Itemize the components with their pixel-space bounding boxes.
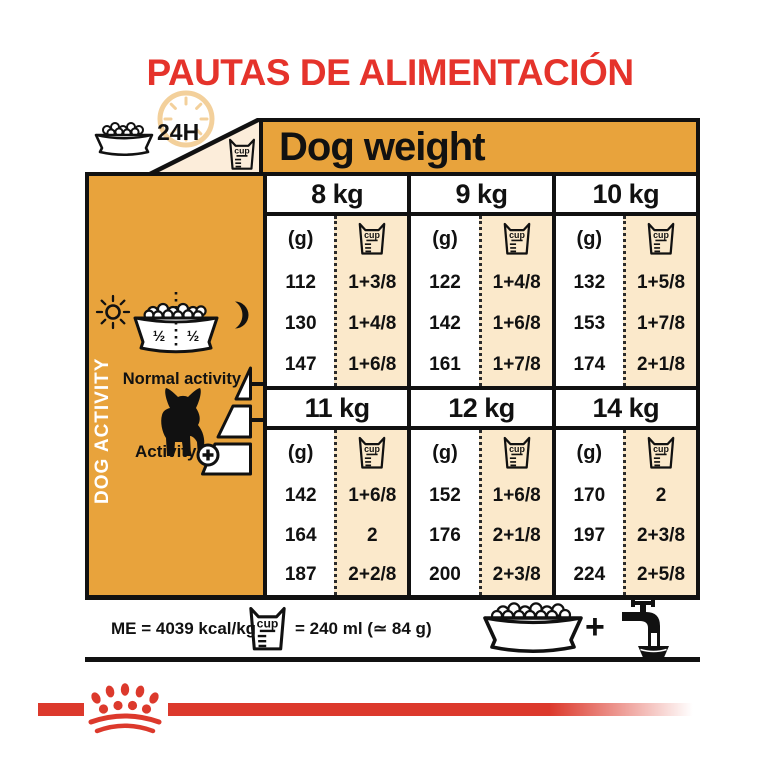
clock-icon: [157, 90, 215, 148]
cup-equivalence-label: = 240 ml (≃ 84 g): [295, 618, 432, 638]
dog-activity-sidebar: DOG ACTIVITY ½: [85, 176, 263, 595]
grams-label: (g): [576, 227, 603, 250]
daily-ration-label: 24H: [157, 119, 200, 145]
grams-value: 122: [429, 271, 461, 293]
weight-section-2: 11 kg 12 kg 14 kg (g) 142 164 187: [267, 390, 696, 595]
normal-activity-label: Normal activity: [122, 370, 241, 388]
cup-icon: [502, 436, 532, 470]
dog-weight-label: Dog weight: [279, 125, 486, 169]
moon-icon: [235, 301, 249, 329]
dog-silhouette-icon: [161, 388, 206, 456]
column-10kg: (g) 132 153 174 1+5/8 1+7/8 2+1/8: [556, 216, 696, 386]
royal-canin-crown-logo: [88, 683, 162, 734]
grams-value: 176: [429, 524, 461, 546]
cups-value: 1+6/8: [492, 312, 541, 334]
ramp-tick: [252, 418, 266, 422]
cups-value: 1+7/8: [492, 354, 541, 376]
cups-value: 2+5/8: [636, 564, 686, 586]
cup-icon: [227, 138, 257, 171]
cups-value: 1+4/8: [492, 271, 541, 293]
grams-label: (g): [576, 441, 603, 464]
weight-header: 10 kg: [592, 178, 660, 209]
cups-value: 1+4/8: [348, 312, 397, 334]
cups-value: 1+6/8: [348, 354, 397, 376]
metabolizable-energy-label: ME = 4039 kcal/kg: [111, 618, 257, 638]
page-title: PAUTAS DE ALIMENTACIÓN: [146, 52, 634, 93]
grams-value: 142: [284, 484, 317, 506]
cups-value: 1+5/8: [636, 271, 686, 293]
grams-value: 152: [429, 484, 461, 506]
cup-icon: [502, 222, 532, 256]
grams-label: (g): [287, 227, 314, 250]
brand-stripe-left: [38, 703, 84, 716]
grams-value: 161: [429, 354, 461, 376]
grams-value: 130: [284, 312, 317, 334]
grams-value: 112: [285, 271, 316, 293]
column-14kg: (g) 170 197 224 2 2+3/8 2+5/8: [556, 430, 696, 595]
grams-label: (g): [287, 441, 314, 464]
split-ration-bowl-icon: ½ ½: [133, 292, 219, 354]
half-left-label: ½: [153, 328, 166, 345]
grams-value: 132: [573, 271, 606, 293]
divider-line: [85, 172, 700, 176]
cups-value: 1+3/8: [348, 271, 397, 293]
cups-value: 1+7/8: [636, 312, 686, 334]
weight-header: 9 kg: [411, 176, 556, 212]
ramp-tick: [252, 382, 266, 386]
cup-icon: [357, 436, 387, 470]
footer-info-band: ME = 4039 kcal/kg = 240 ml (≃ 84 g) +: [85, 595, 700, 662]
weight-header: 12 kg: [411, 390, 556, 426]
cups-value: 1+6/8: [348, 484, 397, 506]
weight-header: 8 kg: [267, 176, 412, 212]
weight-header: 14 kg: [592, 392, 660, 423]
grams-value: 197: [573, 524, 606, 546]
dog-weight-header: Dog weight: [259, 118, 700, 172]
grams-value: 153: [573, 312, 606, 334]
water-tap-icon: [622, 600, 669, 660]
column-8kg: (g) 112 130 147 1+3/8 1+4/8 1+6/8: [267, 216, 412, 386]
plus-circle-icon: [196, 443, 220, 467]
daily-ration-bowl-icon: [94, 122, 154, 157]
grams-value: 147: [284, 354, 317, 376]
cup-icon: [247, 602, 288, 655]
cups-value: 2: [367, 524, 378, 546]
grams-value: 200: [429, 564, 461, 586]
cups-value: 2+2/8: [348, 564, 397, 586]
weight-header: 11 kg: [267, 390, 412, 426]
grams-value: 187: [284, 564, 317, 586]
grams-value: 142: [429, 312, 461, 334]
half-right-label: ½: [187, 328, 200, 345]
column-9kg: (g) 122 142 161 1+4/8 1+6/8 1+7/8: [411, 216, 556, 386]
cups-value: 2+1/8: [636, 354, 686, 376]
food-bowl-icon: [483, 602, 583, 654]
sun-icon: [95, 294, 131, 330]
cups-value: 2+3/8: [492, 564, 541, 586]
cup-icon: [646, 436, 676, 470]
cup-icon: [357, 222, 387, 256]
cups-value: 2+3/8: [636, 524, 686, 546]
weight-section-1: 8 kg 9 kg 10 kg (g) 112 130 147: [267, 176, 696, 390]
brand-stripe-right: [168, 703, 698, 716]
column-11kg: (g) 142 164 187 1+6/8 2 2+2/8: [267, 430, 412, 595]
weight-columns: 8 kg 9 kg 10 kg (g) 112 130 147: [263, 176, 700, 595]
grams-value: 164: [284, 524, 317, 546]
cups-value: 1+6/8: [492, 484, 541, 506]
cups-value: 2: [655, 484, 667, 506]
feeding-table: DOG ACTIVITY ½: [85, 176, 700, 595]
grams-value: 174: [573, 354, 606, 376]
grams-label: (g): [432, 227, 458, 250]
activity-plus-label: Activity: [135, 442, 197, 461]
grams-value: 170: [573, 484, 606, 506]
column-12kg: (g) 152 176 200 1+6/8 2+1/8 2+3/8: [411, 430, 556, 595]
cups-value: 2+1/8: [492, 524, 541, 546]
grams-value: 224: [573, 564, 606, 586]
cup-icon: [646, 222, 676, 256]
dog-activity-vertical-label: DOG ACTIVITY: [92, 357, 113, 504]
section-2-headers: 11 kg 12 kg 14 kg: [267, 390, 696, 430]
section-1-headers: 8 kg 9 kg 10 kg: [267, 176, 696, 216]
plus-sign: +: [585, 607, 605, 646]
grams-label: (g): [432, 441, 458, 464]
